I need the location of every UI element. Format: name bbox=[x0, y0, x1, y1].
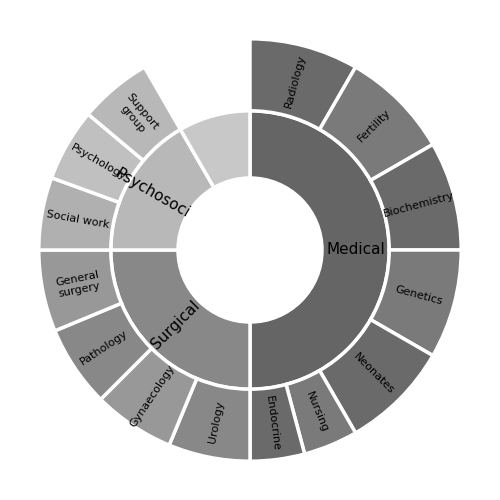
Wedge shape bbox=[111, 250, 250, 389]
Wedge shape bbox=[320, 67, 433, 180]
Text: Pathology: Pathology bbox=[78, 328, 130, 367]
Wedge shape bbox=[55, 304, 152, 400]
Wedge shape bbox=[370, 250, 461, 356]
Wedge shape bbox=[370, 144, 461, 250]
Text: Nursing: Nursing bbox=[304, 390, 330, 434]
Text: Radiology: Radiology bbox=[284, 53, 308, 108]
Wedge shape bbox=[250, 39, 356, 130]
Text: Urology: Urology bbox=[206, 400, 225, 444]
Text: Social work: Social work bbox=[46, 209, 110, 230]
Wedge shape bbox=[180, 111, 250, 188]
Wedge shape bbox=[320, 320, 433, 433]
Text: Medical: Medical bbox=[326, 242, 385, 258]
Text: Biochemistry: Biochemistry bbox=[382, 190, 456, 219]
Wedge shape bbox=[39, 250, 121, 331]
Text: Psychology: Psychology bbox=[68, 142, 128, 182]
Wedge shape bbox=[250, 111, 389, 389]
Text: Surgical: Surgical bbox=[148, 298, 203, 352]
Text: Support
group: Support group bbox=[115, 92, 160, 140]
Wedge shape bbox=[39, 178, 119, 250]
Wedge shape bbox=[250, 384, 304, 461]
Wedge shape bbox=[286, 370, 356, 454]
Text: Endocrine: Endocrine bbox=[264, 396, 281, 452]
Wedge shape bbox=[111, 130, 214, 250]
Text: Genetics: Genetics bbox=[394, 284, 444, 306]
Text: Fertility: Fertility bbox=[356, 108, 393, 144]
Wedge shape bbox=[100, 348, 196, 445]
Wedge shape bbox=[52, 114, 144, 202]
Text: General
surgery: General surgery bbox=[54, 270, 102, 299]
Circle shape bbox=[178, 178, 322, 322]
Text: Psychosocial: Psychosocial bbox=[112, 166, 204, 228]
Text: Gynaecology: Gynaecology bbox=[128, 362, 177, 428]
Wedge shape bbox=[88, 67, 180, 160]
Text: Neonates: Neonates bbox=[352, 352, 396, 396]
Wedge shape bbox=[169, 378, 250, 461]
